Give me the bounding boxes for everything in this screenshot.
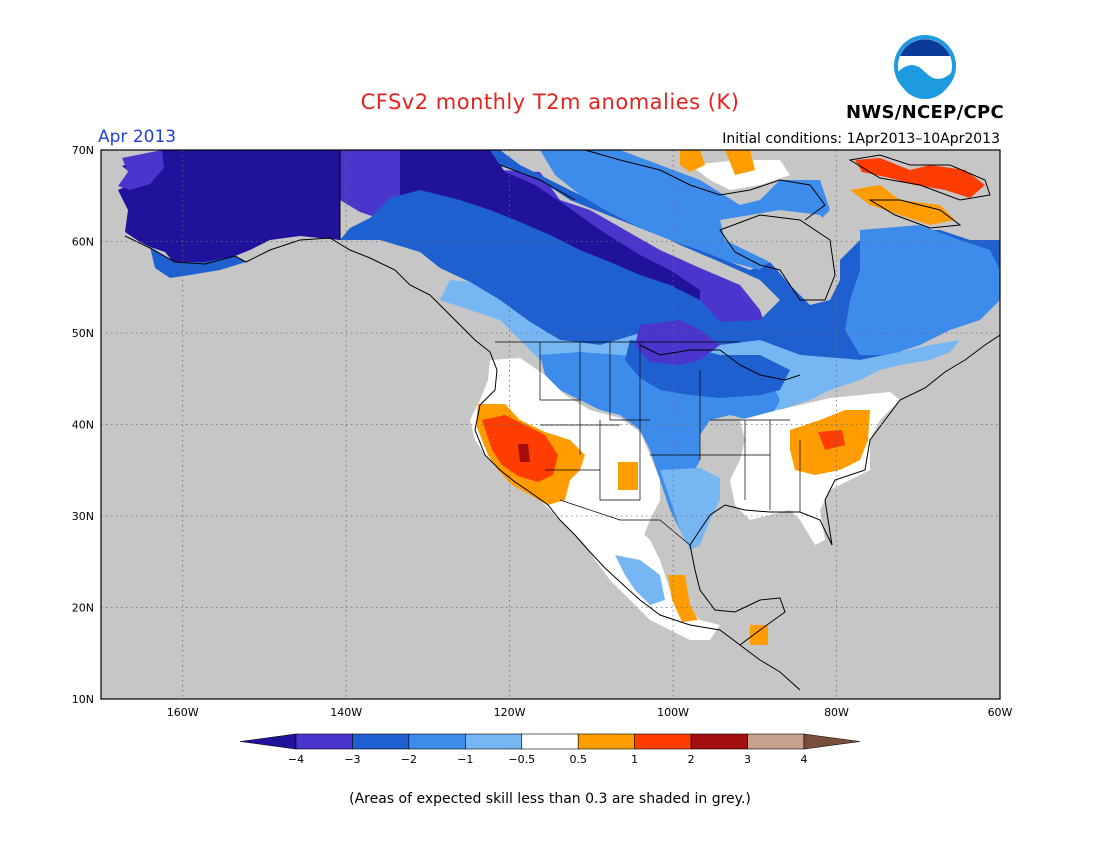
anomaly-region-greenland-hot: [855, 158, 985, 198]
colorbar: −4 −3 −2 −1 −0.5 0.5 1 2 3 4: [239, 733, 861, 766]
colorbar-tick-label: 0.5: [569, 753, 587, 766]
coastlines: [124, 150, 1000, 691]
lat-label: 50N: [72, 327, 94, 340]
colorbar-tick-label: 3: [744, 753, 751, 766]
colorbar-tick-label: −1: [457, 753, 473, 766]
colorbar-tick-label: −3: [344, 753, 360, 766]
lat-label: 20N: [72, 602, 94, 615]
anomaly-region-mexico-warm: [668, 575, 698, 622]
skill-footnote: (Areas of expected skill less than 0.3 a…: [349, 791, 751, 807]
noaa-logo-text: NOAA: [912, 57, 938, 66]
colorbar-max-arrow: [803, 733, 861, 750]
anomaly-region-bc-blue: [340, 150, 1000, 360]
anomaly-region-arctic-warm-patch-2: [725, 150, 755, 175]
anomaly-region-southwest-hottest: [518, 444, 530, 462]
colorbar-swatch: [352, 733, 410, 750]
map-plot-area: [101, 150, 1000, 699]
anomaly-region-appalachia-hot: [818, 430, 845, 450]
colorbar-min-arrow: [239, 733, 297, 750]
anomaly-region-mexico-lightblue: [615, 555, 665, 605]
lon-label: 140W: [330, 706, 362, 719]
colorbar-tick-label: −0.5: [508, 753, 535, 766]
anomaly-region-baffin-white: [690, 160, 790, 190]
colorbar-swatch: [690, 733, 748, 750]
anomaly-region-texas-blue: [660, 468, 720, 550]
lat-label: 30N: [72, 510, 94, 523]
lat-label: 10N: [72, 693, 94, 706]
map-title: CFSv2 monthly T2m anomalies (K): [360, 90, 740, 114]
lon-label: 120W: [494, 706, 526, 719]
lon-axis: 160W 140W 120W 100W 80W 60W: [167, 706, 1013, 719]
colorbar-swatch: [521, 733, 579, 750]
anomaly-region-quebec-blue: [845, 225, 1000, 355]
colorbar-swatch: [408, 733, 466, 750]
map-frame: [100, 149, 1001, 700]
colorbar-swatch: [295, 733, 353, 750]
anomaly-region-aleutian-blue: [150, 247, 246, 278]
initial-conditions: Initial conditions: 1Apr2013–10Apr2013: [722, 131, 1000, 147]
lon-label: 60W: [988, 706, 1013, 719]
colorbar-tick-label: −2: [401, 753, 417, 766]
anomaly-region-alaska-cold: [118, 150, 340, 266]
colorbar-swatch: [577, 733, 635, 750]
lat-label: 40N: [72, 419, 94, 432]
colorbar-tick-label: −4: [288, 753, 304, 766]
colorbar-swatch: [747, 733, 805, 750]
noaa-logo-wave: [898, 65, 952, 99]
noaa-logo: NOAA: [894, 35, 956, 99]
anomaly-region-greenland-warm: [850, 185, 955, 225]
lon-label: 160W: [167, 706, 199, 719]
lat-label: 70N: [72, 144, 94, 157]
anomaly-region-plains-blue: [540, 352, 780, 545]
anomaly-region-hudson-grey: [720, 210, 840, 305]
colorbar-tick-label: 4: [801, 753, 808, 766]
anomaly-region-alaska-fringe: [118, 150, 164, 190]
noaa-logo-sky: [900, 39, 950, 56]
colorbar-swatch: [634, 733, 692, 750]
lat-label: 60N: [72, 236, 94, 249]
lon-label: 80W: [824, 706, 849, 719]
forecast-period: Apr 2013: [98, 127, 177, 147]
anomaly-region-great-lakes-cold: [635, 320, 720, 365]
anomaly-region-newmexico-warm: [618, 462, 638, 490]
lat-axis: 10N 20N 30N 40N 50N 60N 70N: [72, 144, 94, 706]
political-borders: [495, 341, 801, 546]
colorbar-tick-label: 2: [688, 753, 695, 766]
lon-label: 100W: [657, 706, 689, 719]
anomaly-region-guatemala-warm: [750, 625, 768, 645]
colorbar-tick-label: 1: [631, 753, 638, 766]
graticule: [101, 150, 1000, 699]
agency-label: NWS/NCEP/CPC: [846, 102, 1005, 123]
anomaly-region-arctic-warm-patch: [680, 150, 705, 172]
colorbar-swatch: [465, 733, 523, 750]
